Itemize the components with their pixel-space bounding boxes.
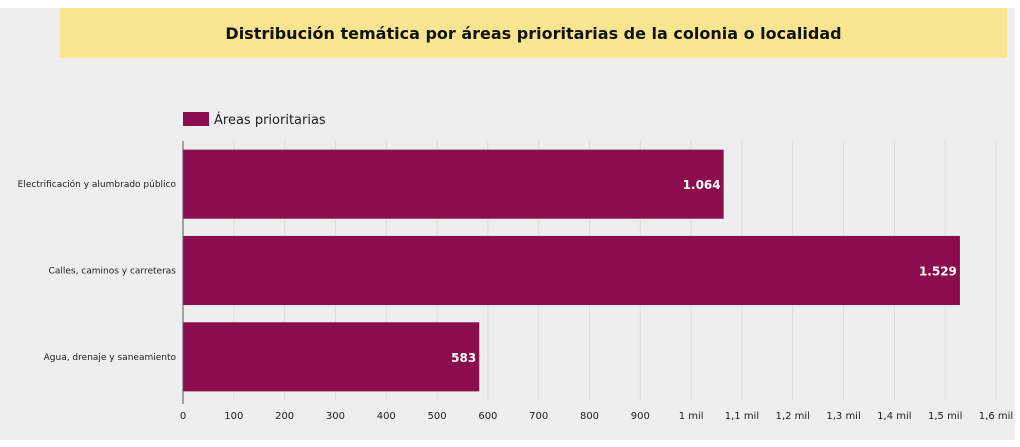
x-tick-label: 900	[631, 411, 650, 422]
x-tick-label: 400	[377, 411, 396, 422]
category-label: Agua, drenaje y saneamiento	[44, 353, 177, 363]
bars: 1.064 1.529 583	[183, 149, 960, 392]
x-tick-label: 200	[275, 411, 294, 422]
category-label: Electrificación y alumbrado público	[18, 179, 177, 190]
legend-label: Áreas prioritarias	[214, 112, 326, 128]
bar-value-label: 583	[451, 351, 476, 365]
category-label: Calles, caminos y carreteras	[49, 267, 177, 277]
bar[interactable]	[183, 235, 960, 306]
x-tick-label: 1,4 mil	[877, 411, 911, 422]
x-tick-labels: 0 100 200 300 400 500 600 700 800 900 1 mil 1,1 mil…	[180, 411, 1013, 422]
chart-title: Distribución temática por áreas priorita…	[225, 23, 842, 43]
x-tick-label: 1,3 mil	[826, 411, 860, 422]
legend[interactable]: Áreas prioritarias	[183, 112, 326, 128]
legend-swatch	[183, 112, 209, 126]
x-tick-label: 1,2 mil	[776, 411, 810, 422]
x-tick-label: 100	[224, 411, 243, 422]
x-tick-label: 300	[326, 411, 345, 422]
x-tick-label: 800	[580, 411, 599, 422]
chart-panel	[0, 8, 1015, 440]
x-tick-label: 1,6 mil	[979, 411, 1013, 422]
x-tick-label: 1,5 mil	[928, 411, 962, 422]
x-tick-label: 700	[529, 411, 548, 422]
bar[interactable]	[183, 322, 480, 392]
chart-title-band: Distribución temática por áreas priorita…	[60, 8, 1007, 58]
x-tick-label: 1,1 mil	[725, 411, 759, 422]
x-tick-label: 0	[180, 411, 186, 422]
category-labels: Electrificación y alumbrado público Calle…	[18, 179, 177, 363]
x-tick-label: 500	[428, 411, 447, 422]
bar[interactable]	[183, 149, 724, 219]
bar-value-label: 1.529	[919, 265, 957, 279]
x-tick-label: 1 mil	[679, 411, 704, 422]
x-tick-label: 600	[478, 411, 497, 422]
bar-value-label: 1.064	[683, 178, 721, 192]
